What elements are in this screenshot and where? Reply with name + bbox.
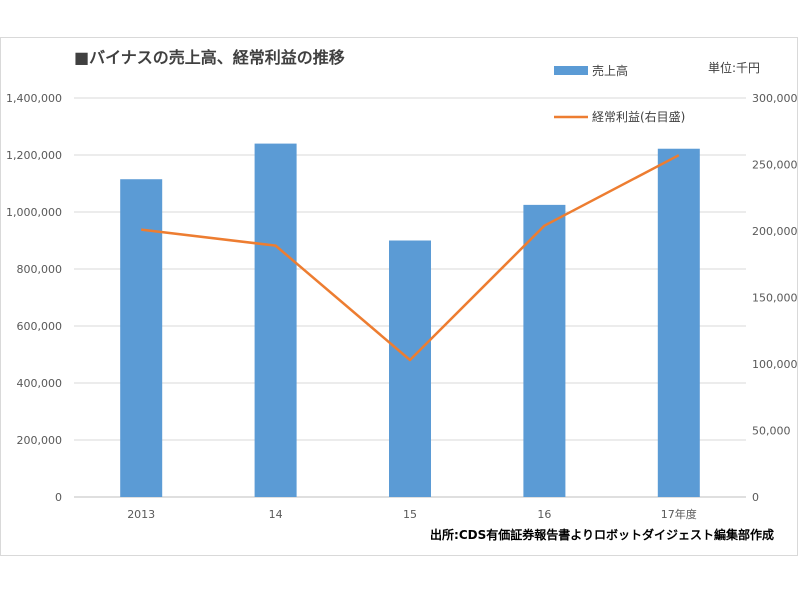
right-tick-label: 150,000 <box>752 292 798 305</box>
left-tick-label: 0 <box>55 491 62 504</box>
right-axis-ticks: 0 50,000 100,000 150,000 200,000 250,000 300,0… <box>752 92 798 504</box>
right-tick-label: 200,000 <box>752 225 798 238</box>
source-note: 出所:CDS有価証券報告書よりロボットダイジェスト編集部作成 <box>430 527 774 542</box>
left-tick-label: 400,000 <box>17 377 63 390</box>
bar-sales <box>254 143 297 497</box>
x-axis-ticks: 2013 14 15 16 17年度 <box>127 507 697 521</box>
x-tick-label: 16 <box>537 508 551 521</box>
right-tick-label: 300,000 <box>752 92 798 105</box>
line-profit <box>141 154 680 362</box>
left-tick-label: 200,000 <box>17 434 63 447</box>
right-tick-label: 100,000 <box>752 358 798 371</box>
left-tick-label: 800,000 <box>17 263 63 276</box>
x-tick-label: 2013 <box>127 508 155 521</box>
legend-label-sales: 売上高 <box>592 63 628 78</box>
left-tick-label: 600,000 <box>17 320 63 333</box>
legend-label-profit: 経常利益(右目盛) <box>592 109 685 124</box>
bar-sales <box>523 204 566 497</box>
x-tick-label: 17年度 <box>661 507 697 521</box>
bar-sales <box>389 240 431 497</box>
left-tick-label: 1,200,000 <box>6 149 62 162</box>
legend: 売上高 経常利益(右目盛) <box>554 63 685 124</box>
right-tick-label: 0 <box>752 491 759 504</box>
left-tick-label: 1,400,000 <box>6 92 62 105</box>
bars <box>120 143 700 498</box>
bar-sales <box>657 148 700 498</box>
x-tick-label: 15 <box>403 508 417 521</box>
unit-label: 単位:千円 <box>708 60 760 75</box>
bar-sales <box>120 179 163 497</box>
profit-line <box>141 154 680 362</box>
x-tick-label: 14 <box>269 508 283 521</box>
right-tick-label: 50,000 <box>752 425 791 438</box>
left-tick-label: 1,000,000 <box>6 206 62 219</box>
chart-title: ■バイナスの売上高、経常利益の推移 <box>74 48 345 67</box>
right-tick-label: 250,000 <box>752 159 798 172</box>
legend-swatch-sales <box>554 66 588 75</box>
left-axis-ticks: 0 200,000 400,000 600,000 800,000 1,000,000 1,… <box>6 92 62 504</box>
